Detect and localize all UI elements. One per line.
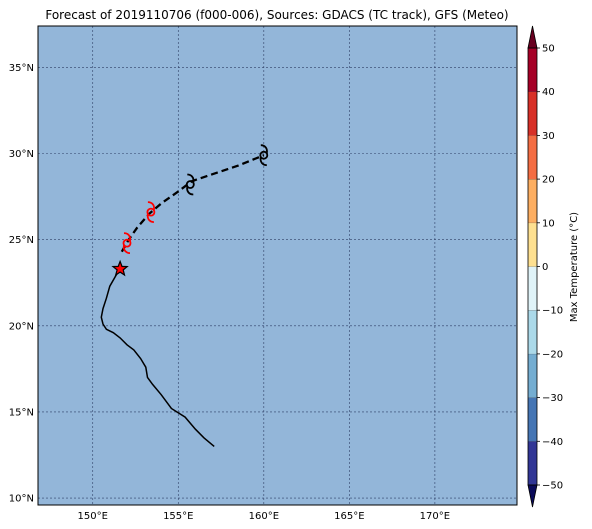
longitude-labels: 150°E 155°E 160°E 165°E 170°E [78,511,451,522]
colorbar-extend-min [527,484,538,508]
colorbar-segment [528,397,537,442]
lat-tick-label: 30°N [9,149,34,160]
colorbar-segment [528,91,537,136]
colorbar: 50 40 30 20 10 0 −10 −20 −30 −40 −50 [527,25,563,508]
past-track-line [100,262,215,447]
map-frame [37,25,518,506]
colorbar-tick-label: −50 [542,481,563,492]
lon-tick-label: 165°E [334,511,364,522]
colorbar-segment [528,48,537,92]
lon-tick-label: 160°E [249,511,279,522]
tropical-cyclone-icon [122,232,132,255]
colorbar-segment [528,353,537,398]
star-icon [111,259,129,277]
colorbar-segment [528,310,537,354]
colorbar-tick-label: 40 [542,87,555,98]
lon-tick-label: 155°E [163,511,193,522]
colorbar-extend-max [527,25,538,49]
lon-tick-label: 170°E [420,511,450,522]
colorbar-tick-label: 0 [542,262,548,273]
colorbar-segment [528,441,537,485]
colorbar-label: Max Temperature (°C) [569,212,580,322]
colorbar-tick-label: 10 [542,218,555,229]
map-title: Forecast of 2019110706 (f000-006), Sourc… [45,8,508,22]
colorbar-tick-label: −40 [542,437,563,448]
tropical-cyclone-icon [185,173,195,196]
lat-tick-label: 10°N [9,494,34,505]
lat-tick-label: 35°N [9,63,34,74]
latitude-labels: 35°N 30°N 25°N 20°N 15°N 10°N [9,63,34,505]
colorbar-segment [528,179,537,223]
lat-tick-label: 25°N [9,235,34,246]
colorbar-tick-label: 20 [542,175,555,186]
ocean-background [38,26,517,505]
forecast-track-line [120,154,265,253]
lon-tick-label: 150°E [78,511,108,522]
tc-track [100,144,269,447]
lat-tick-label: 20°N [9,321,34,332]
colorbar-segment [528,135,537,180]
colorbar-segment [528,266,537,311]
colorbar-tick-label: 30 [542,131,555,142]
colorbar-tick-label: 50 [542,44,555,55]
tropical-cyclone-icon [146,201,156,224]
colorbar-segment [528,222,537,267]
colorbar-tick-label: −20 [542,349,563,360]
lat-tick-label: 15°N [9,407,34,418]
map-panel: 35°N 30°N 25°N 20°N 15°N 10°N 150°E 155°E 160°E… [9,25,518,522]
tropical-cyclone-icon [259,144,269,167]
colorbar-tick-label: −30 [542,393,563,404]
colorbar-tick-label: −10 [542,306,563,317]
